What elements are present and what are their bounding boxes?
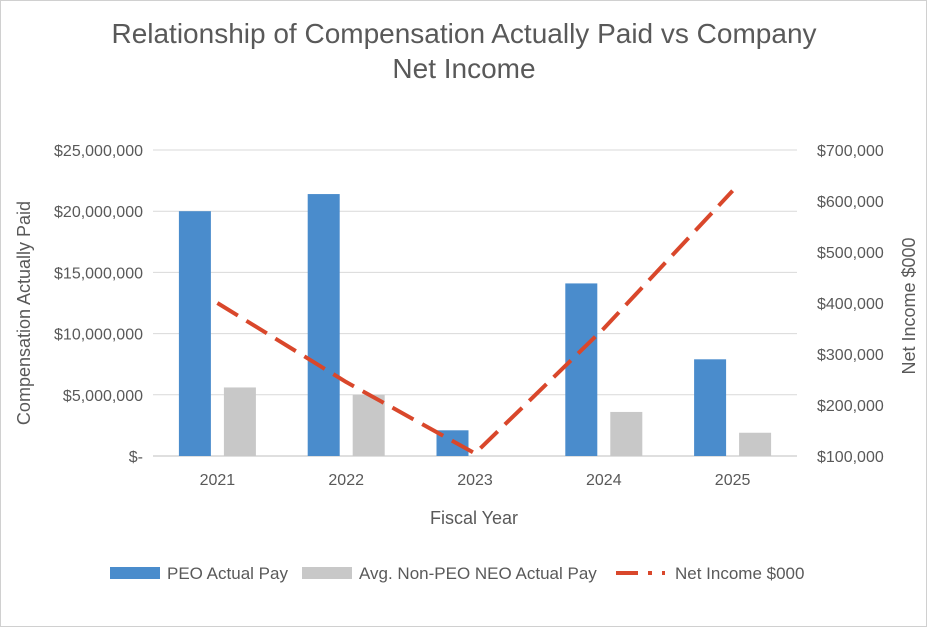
net-income-series-line (216, 189, 735, 456)
legend-label-net-income: Net Income $000 (675, 564, 804, 583)
y-tick-label: $15,000,000 (54, 265, 143, 282)
bar-peo-2024 (565, 283, 598, 456)
x-tick-label: 2025 (715, 472, 751, 489)
x-tick-label: 2024 (586, 472, 622, 489)
x-tick-label: 2021 (200, 472, 236, 489)
bar-peo-2021 (178, 211, 211, 456)
legend: PEO Actual Pay Avg. Non-PEO NEO Actual P… (110, 564, 804, 583)
right-axis-ticks: $100,000 $200,000 $300,000 $400,000 $500,000… (817, 143, 884, 466)
legend-label-neo: Avg. Non-PEO NEO Actual Pay (359, 564, 597, 583)
bar-neo-2022 (352, 394, 385, 456)
left-axis-ticks: $- $5,000,000 $10,000,000 $15,000,000 $20,00… (54, 143, 143, 466)
bars (178, 194, 772, 456)
y2-tick-label: $300,000 (817, 347, 884, 364)
bar-peo-2025 (694, 359, 727, 456)
legend-swatch-neo (302, 567, 352, 579)
x-axis-label: Fiscal Year (430, 508, 518, 528)
y2-tick-label: $200,000 (817, 398, 884, 415)
y-tick-label: $25,000,000 (54, 143, 143, 160)
x-axis-ticks: 2021 2022 2023 2024 2025 (200, 472, 751, 489)
y2-tick-label: $100,000 (817, 449, 884, 466)
x-tick-label: 2022 (328, 472, 364, 489)
y2-tick-label: $600,000 (817, 194, 884, 211)
y-axis-label: Compensation Actually Paid (14, 201, 34, 425)
bar-neo-2025 (739, 432, 772, 456)
legend-label-peo: PEO Actual Pay (167, 564, 288, 583)
gridlines (153, 149, 797, 457)
bar-neo-2021 (223, 387, 256, 456)
y2-tick-label: $700,000 (817, 143, 884, 160)
net-income-line (216, 189, 735, 456)
y2-tick-label: $400,000 (817, 296, 884, 313)
y2-tick-label: $500,000 (817, 245, 884, 262)
y-tick-label: $20,000,000 (54, 204, 143, 221)
y-tick-label: $5,000,000 (63, 388, 143, 405)
chart-title-line2: Net Income (392, 53, 535, 84)
bar-peo-2022 (307, 194, 340, 456)
legend-swatch-peo (110, 567, 160, 579)
bar-neo-2024 (610, 411, 643, 456)
y-tick-label: $10,000,000 (54, 327, 143, 344)
y-tick-label: $- (129, 449, 143, 466)
y2-axis-label: Net Income $000 (899, 237, 919, 374)
chart-title-line1: Relationship of Compensation Actually Pa… (111, 18, 816, 49)
x-tick-label: 2023 (457, 472, 493, 489)
